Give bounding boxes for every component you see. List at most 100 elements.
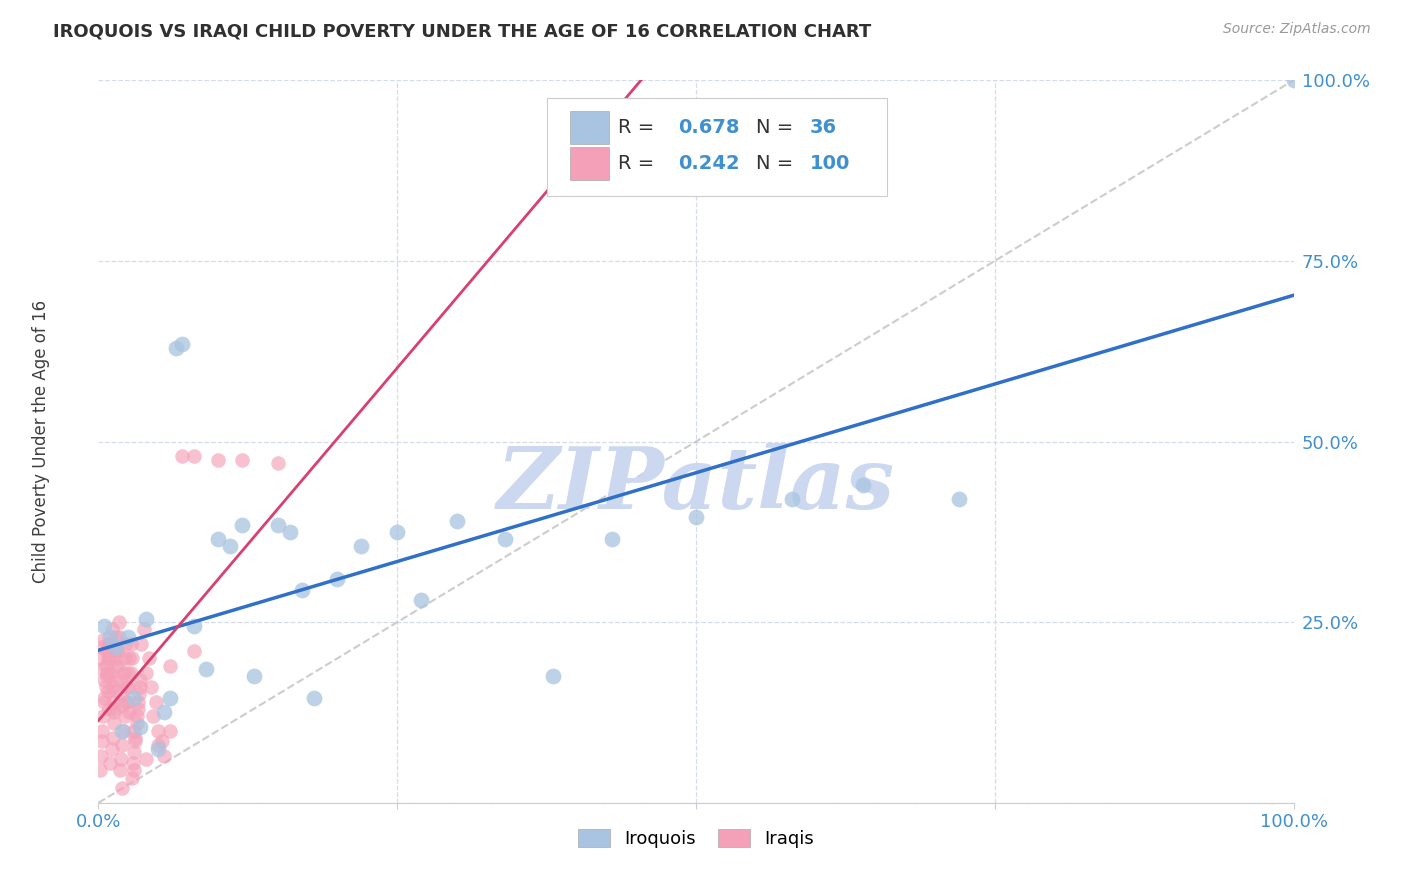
Point bbox=[153, 748, 176, 763]
Point bbox=[104, 683, 127, 698]
Text: Source: ZipAtlas.com: Source: ZipAtlas.com bbox=[1223, 22, 1371, 37]
Point bbox=[602, 532, 624, 546]
Point bbox=[105, 644, 128, 658]
Point bbox=[219, 539, 242, 553]
Point bbox=[91, 734, 114, 748]
Point bbox=[117, 665, 139, 680]
Point bbox=[96, 665, 118, 680]
Point bbox=[267, 517, 290, 532]
Point bbox=[153, 706, 176, 720]
Point bbox=[111, 723, 134, 738]
Point bbox=[172, 449, 194, 463]
Text: 36: 36 bbox=[810, 118, 837, 136]
Point bbox=[108, 764, 131, 778]
Point bbox=[98, 702, 121, 716]
Point bbox=[114, 651, 136, 665]
Point bbox=[207, 532, 229, 546]
Point bbox=[385, 524, 409, 539]
Point bbox=[111, 698, 134, 713]
Point bbox=[124, 734, 146, 748]
Point bbox=[111, 738, 134, 752]
Point bbox=[91, 633, 114, 648]
Point bbox=[135, 665, 157, 680]
Point bbox=[159, 691, 181, 706]
Legend: Iroquois, Iraqis: Iroquois, Iraqis bbox=[571, 822, 821, 855]
Point bbox=[148, 741, 170, 756]
Point bbox=[93, 691, 115, 706]
FancyBboxPatch shape bbox=[571, 111, 609, 144]
Text: 0.678: 0.678 bbox=[678, 118, 740, 136]
Point bbox=[1282, 73, 1305, 87]
Point bbox=[115, 680, 138, 694]
Point bbox=[148, 738, 170, 752]
Point bbox=[127, 702, 149, 716]
Point bbox=[107, 630, 129, 644]
Point bbox=[183, 619, 205, 633]
Text: 0.242: 0.242 bbox=[678, 153, 740, 173]
Point bbox=[97, 683, 120, 698]
Text: 100: 100 bbox=[810, 153, 849, 173]
Point bbox=[278, 524, 301, 539]
Point bbox=[105, 640, 128, 655]
Point bbox=[91, 662, 114, 676]
Point bbox=[129, 673, 152, 687]
Text: R =: R = bbox=[619, 118, 661, 136]
Point bbox=[135, 752, 157, 766]
Point bbox=[103, 706, 125, 720]
Point bbox=[243, 669, 266, 683]
Point bbox=[131, 637, 153, 651]
Point bbox=[302, 691, 325, 706]
Point bbox=[98, 665, 122, 680]
Point bbox=[111, 781, 134, 796]
Text: R =: R = bbox=[619, 153, 661, 173]
Point bbox=[91, 709, 114, 723]
Point bbox=[852, 478, 875, 492]
Point bbox=[115, 695, 138, 709]
Point bbox=[98, 630, 122, 644]
Point bbox=[129, 720, 152, 734]
Point bbox=[231, 452, 253, 467]
Point bbox=[326, 572, 349, 586]
Point bbox=[446, 514, 468, 528]
Text: ZIPatlas: ZIPatlas bbox=[496, 443, 896, 526]
Point bbox=[195, 662, 218, 676]
Point bbox=[98, 756, 122, 770]
Point bbox=[103, 702, 125, 716]
Point bbox=[541, 669, 564, 683]
Point bbox=[103, 716, 125, 731]
Point bbox=[110, 687, 132, 701]
Point bbox=[132, 623, 155, 637]
Point bbox=[101, 731, 124, 745]
Point bbox=[105, 673, 128, 687]
Point bbox=[172, 337, 194, 351]
Text: N =: N = bbox=[756, 153, 799, 173]
Point bbox=[231, 517, 253, 532]
Point bbox=[107, 644, 129, 658]
Point bbox=[93, 619, 115, 633]
Point bbox=[97, 651, 120, 665]
Point bbox=[129, 680, 152, 694]
Point bbox=[118, 706, 141, 720]
Point bbox=[115, 637, 138, 651]
Point bbox=[89, 651, 111, 665]
Point bbox=[98, 651, 121, 665]
Point bbox=[104, 651, 127, 665]
Point bbox=[142, 709, 165, 723]
FancyBboxPatch shape bbox=[547, 98, 887, 196]
Point bbox=[100, 741, 122, 756]
Point bbox=[127, 695, 149, 709]
Point bbox=[948, 492, 970, 507]
Point bbox=[124, 764, 146, 778]
Point bbox=[112, 723, 135, 738]
Point bbox=[183, 644, 205, 658]
Point bbox=[120, 637, 142, 651]
Point bbox=[107, 658, 129, 673]
Point bbox=[89, 764, 111, 778]
Point bbox=[411, 593, 433, 607]
Point bbox=[120, 665, 142, 680]
Point bbox=[494, 532, 516, 546]
Point bbox=[148, 723, 170, 738]
Point bbox=[350, 539, 373, 553]
Point bbox=[117, 680, 139, 694]
Point bbox=[124, 723, 146, 738]
